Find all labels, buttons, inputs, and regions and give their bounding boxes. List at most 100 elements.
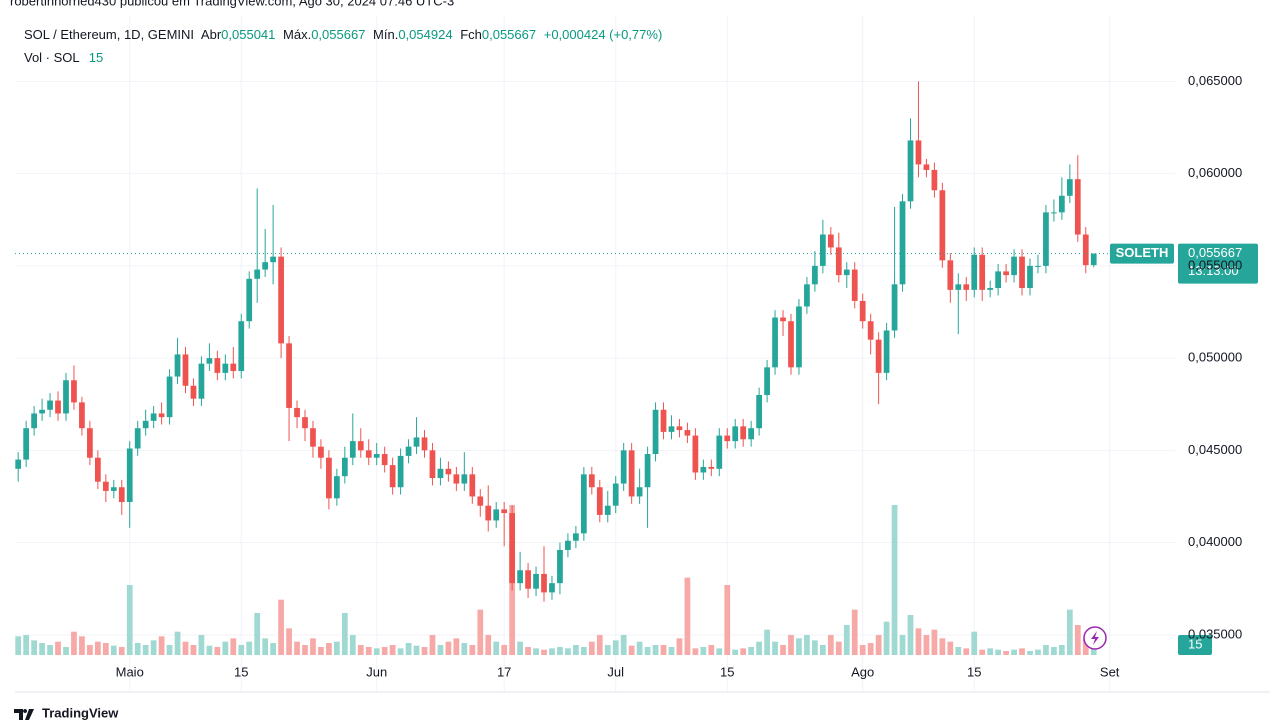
candle-body	[533, 573, 539, 589]
candle-body	[421, 437, 428, 451]
candle-body	[891, 284, 898, 331]
volume-bar	[525, 647, 531, 655]
candle-body	[94, 457, 101, 482]
volume-bar	[923, 635, 930, 655]
candle-body	[788, 321, 794, 368]
legend-header: SOL / Ethereum, 1D, GEMINI Abr0,055041 M…	[24, 27, 662, 42]
volume-bar	[318, 647, 324, 655]
volume-bar	[668, 647, 675, 655]
volume-bar	[102, 643, 109, 655]
volume-bar	[63, 647, 69, 655]
y-tick-label: 0,045000	[1188, 442, 1242, 457]
volume-bar	[118, 647, 125, 655]
candle-body	[206, 358, 213, 364]
candle-body	[580, 474, 587, 534]
candle-body	[612, 483, 619, 506]
candle-body	[899, 201, 906, 285]
candle-body	[835, 247, 842, 276]
y-tick-label: 0,040000	[1188, 534, 1242, 549]
candle-body	[1059, 195, 1065, 213]
x-tick-label: Maio	[116, 664, 144, 679]
volume-bar	[804, 635, 810, 655]
candle-body	[780, 317, 786, 322]
volume-bar	[501, 645, 508, 655]
candle-body	[63, 380, 69, 414]
candle-body	[318, 446, 324, 458]
volume-bar	[549, 648, 555, 655]
candle-body	[1066, 179, 1073, 196]
candle-body	[278, 256, 284, 344]
symbol-title: SOL / Ethereum, 1D, GEMINI	[24, 27, 194, 42]
volume-bar	[87, 645, 93, 655]
candle-body	[915, 140, 922, 165]
volume-bar	[477, 609, 484, 655]
candle-body	[620, 450, 627, 484]
volume-bar	[1035, 649, 1041, 655]
volume-bar	[1090, 645, 1097, 655]
volume-bar	[947, 641, 954, 655]
volume-bar	[126, 585, 133, 655]
candle-body	[604, 505, 611, 515]
volume-bar	[628, 645, 635, 655]
x-tick-label: Jun	[366, 664, 387, 679]
footer-text: TradingView	[42, 705, 119, 720]
candle-body	[286, 343, 292, 408]
candle-body	[764, 367, 770, 396]
volume-bar	[636, 641, 643, 655]
candle-body	[79, 402, 85, 429]
volume-bar	[437, 645, 444, 655]
volume-bar	[1027, 651, 1033, 655]
candle-body	[971, 254, 978, 290]
candle-body	[493, 509, 500, 521]
candle-body	[1043, 212, 1049, 266]
volume-bar	[963, 648, 970, 655]
volume-bar	[573, 645, 579, 655]
candle-body	[565, 540, 571, 550]
volume-bar	[461, 643, 468, 655]
candle-body	[270, 256, 276, 263]
volume-bar	[31, 640, 37, 655]
volume-bar	[222, 641, 229, 655]
candle-body	[796, 306, 802, 368]
volume-bar	[254, 613, 261, 655]
candle-body	[39, 409, 45, 414]
countdown-label: 13:13:00	[1188, 263, 1239, 278]
volume-bar	[349, 635, 356, 655]
volume-bar	[557, 647, 563, 655]
candle-body	[1051, 212, 1057, 214]
candle-body	[748, 428, 755, 440]
volume-bar	[429, 635, 436, 655]
volume-bar	[413, 645, 420, 655]
candle-body	[509, 513, 516, 584]
volume-bar	[780, 645, 786, 655]
candle-body	[445, 468, 452, 475]
volume-bar	[238, 645, 245, 655]
candle-body	[246, 278, 253, 322]
candle-body	[238, 321, 245, 372]
volume-bar	[1043, 645, 1049, 655]
volume-bar	[819, 645, 826, 655]
volume-bar	[891, 505, 898, 655]
volume-bar	[812, 640, 818, 655]
volume-bar	[756, 641, 762, 655]
volume-bar	[851, 609, 858, 655]
volume-bar	[341, 613, 348, 655]
volume-bar	[71, 631, 77, 655]
volume-bar	[94, 641, 101, 655]
candle-body	[804, 284, 810, 307]
candle-body	[636, 487, 643, 497]
x-tick-label: 15	[720, 664, 734, 679]
volume-bar	[1074, 625, 1081, 655]
last-price-label: 0,055667	[1188, 245, 1242, 260]
candle-body	[1035, 265, 1041, 267]
volume-bar	[278, 599, 284, 655]
candle-body	[732, 426, 739, 442]
candle-body	[142, 420, 149, 429]
volume-bar	[796, 638, 802, 655]
candle-body	[334, 476, 340, 499]
volume-bar	[134, 643, 141, 655]
candle-body	[843, 269, 850, 276]
volume-value: 15	[89, 50, 103, 65]
volume-bar	[883, 621, 890, 655]
volume-title: Vol · SOL	[24, 50, 79, 65]
